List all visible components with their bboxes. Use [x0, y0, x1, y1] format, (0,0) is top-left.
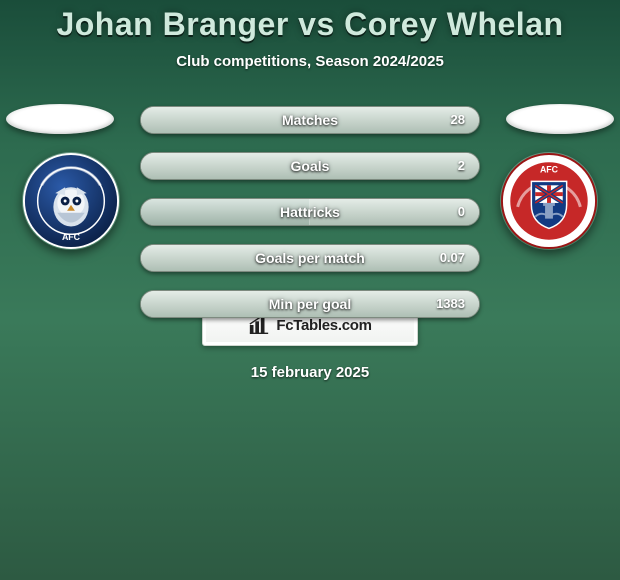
- stat-fill-left: [141, 199, 310, 225]
- stat-fill-right: [141, 107, 479, 133]
- stat-fill-right: [310, 199, 479, 225]
- stat-row: Goals2: [140, 152, 480, 180]
- footer-date: 15 february 2025: [0, 364, 620, 381]
- stat-fill-right: [141, 153, 479, 179]
- club-crest-right: AFC: [500, 152, 598, 250]
- stat-fill-right: [141, 291, 479, 317]
- comparison-subtitle: Club competitions, Season 2024/2025: [0, 53, 620, 70]
- shield-icon: [531, 181, 566, 228]
- owl-icon: [53, 187, 88, 226]
- club-crest-left: AFC: [22, 152, 120, 250]
- stat-row: Hattricks0: [140, 198, 480, 226]
- podium-left: [6, 104, 114, 134]
- svg-text:AFC: AFC: [540, 165, 559, 175]
- stat-row: Goals per match0.07: [140, 244, 480, 272]
- stats-panel: Matches28 Goals2 Hattricks0 Goals per match…: [140, 106, 480, 336]
- podium-right: [506, 104, 614, 134]
- stat-fill-right: [141, 245, 479, 271]
- comparison-title: Johan Branger vs Corey Whelan: [0, 0, 620, 43]
- svg-text:AFC: AFC: [62, 232, 81, 242]
- stat-row: Min per goal1383: [140, 290, 480, 318]
- stat-row: Matches28: [140, 106, 480, 134]
